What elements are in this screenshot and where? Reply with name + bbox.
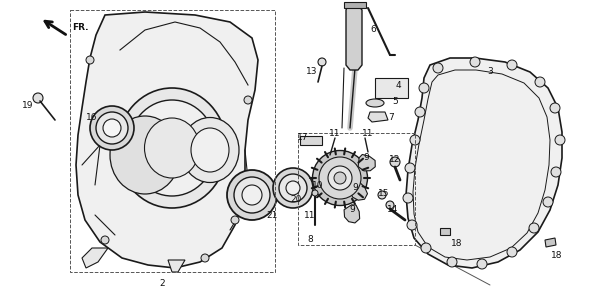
Circle shape <box>244 96 252 104</box>
Circle shape <box>405 163 415 173</box>
Circle shape <box>378 191 386 199</box>
Circle shape <box>86 56 94 64</box>
Text: 15: 15 <box>378 188 390 197</box>
Text: 4: 4 <box>396 80 402 89</box>
Polygon shape <box>168 260 185 272</box>
Text: 8: 8 <box>307 235 313 244</box>
Ellipse shape <box>242 185 262 205</box>
Circle shape <box>447 257 457 267</box>
Ellipse shape <box>286 181 300 195</box>
Ellipse shape <box>279 174 307 202</box>
Ellipse shape <box>191 128 229 172</box>
Ellipse shape <box>96 112 128 144</box>
Circle shape <box>529 223 539 233</box>
Ellipse shape <box>366 99 384 107</box>
Ellipse shape <box>227 170 277 220</box>
Circle shape <box>410 135 420 145</box>
Circle shape <box>312 190 318 196</box>
Circle shape <box>231 216 239 224</box>
Polygon shape <box>406 58 562 268</box>
Bar <box>298 133 415 245</box>
Polygon shape <box>375 78 408 98</box>
Ellipse shape <box>334 172 346 184</box>
Polygon shape <box>440 228 450 235</box>
Text: 17: 17 <box>297 134 309 142</box>
Ellipse shape <box>313 150 368 206</box>
Circle shape <box>390 157 400 167</box>
Circle shape <box>433 63 443 73</box>
Ellipse shape <box>181 117 239 182</box>
Ellipse shape <box>328 166 352 190</box>
Text: 9: 9 <box>363 154 369 163</box>
Ellipse shape <box>103 119 121 137</box>
Polygon shape <box>358 154 375 171</box>
Text: 10: 10 <box>312 181 324 190</box>
Circle shape <box>535 77 545 87</box>
Ellipse shape <box>128 100 216 196</box>
Circle shape <box>421 243 431 253</box>
Text: 9: 9 <box>349 206 355 215</box>
Circle shape <box>419 83 429 93</box>
Polygon shape <box>76 12 258 268</box>
Circle shape <box>415 107 425 117</box>
Ellipse shape <box>90 106 134 150</box>
Text: 11: 11 <box>304 210 316 219</box>
Circle shape <box>101 236 109 244</box>
Circle shape <box>507 247 517 257</box>
Circle shape <box>407 220 417 230</box>
Circle shape <box>386 201 394 209</box>
Text: 12: 12 <box>389 156 401 165</box>
Ellipse shape <box>110 116 180 194</box>
Polygon shape <box>82 248 108 268</box>
Text: 7: 7 <box>388 113 394 123</box>
Circle shape <box>403 193 413 203</box>
Ellipse shape <box>319 157 361 199</box>
Circle shape <box>470 57 480 67</box>
Circle shape <box>551 167 561 177</box>
Polygon shape <box>368 112 388 122</box>
Text: 5: 5 <box>392 98 398 107</box>
Text: 6: 6 <box>370 26 376 35</box>
Ellipse shape <box>234 177 270 213</box>
Text: 11: 11 <box>329 129 341 138</box>
Circle shape <box>543 197 553 207</box>
Text: 18: 18 <box>451 238 463 247</box>
Text: FR.: FR. <box>72 23 88 33</box>
Polygon shape <box>346 5 362 70</box>
Text: 3: 3 <box>487 67 493 76</box>
Circle shape <box>477 259 487 269</box>
Circle shape <box>201 254 209 262</box>
Text: 13: 13 <box>306 67 318 76</box>
Circle shape <box>507 60 517 70</box>
Text: 11: 11 <box>362 129 373 138</box>
Circle shape <box>555 135 565 145</box>
Circle shape <box>550 103 560 113</box>
Polygon shape <box>545 238 556 247</box>
Ellipse shape <box>145 118 199 178</box>
Circle shape <box>318 58 326 66</box>
Ellipse shape <box>273 168 313 208</box>
Text: 2: 2 <box>159 280 165 288</box>
Text: 16: 16 <box>86 113 98 123</box>
Text: 19: 19 <box>22 101 34 110</box>
Text: 9: 9 <box>352 184 358 193</box>
Text: 20: 20 <box>290 196 301 204</box>
Text: 14: 14 <box>387 206 399 215</box>
Polygon shape <box>350 182 368 200</box>
Polygon shape <box>344 2 366 8</box>
Ellipse shape <box>117 88 227 208</box>
Polygon shape <box>344 205 360 223</box>
Text: 18: 18 <box>551 252 563 260</box>
Polygon shape <box>300 136 322 145</box>
Text: 21: 21 <box>266 212 278 221</box>
Bar <box>70 10 275 272</box>
Circle shape <box>33 93 43 103</box>
